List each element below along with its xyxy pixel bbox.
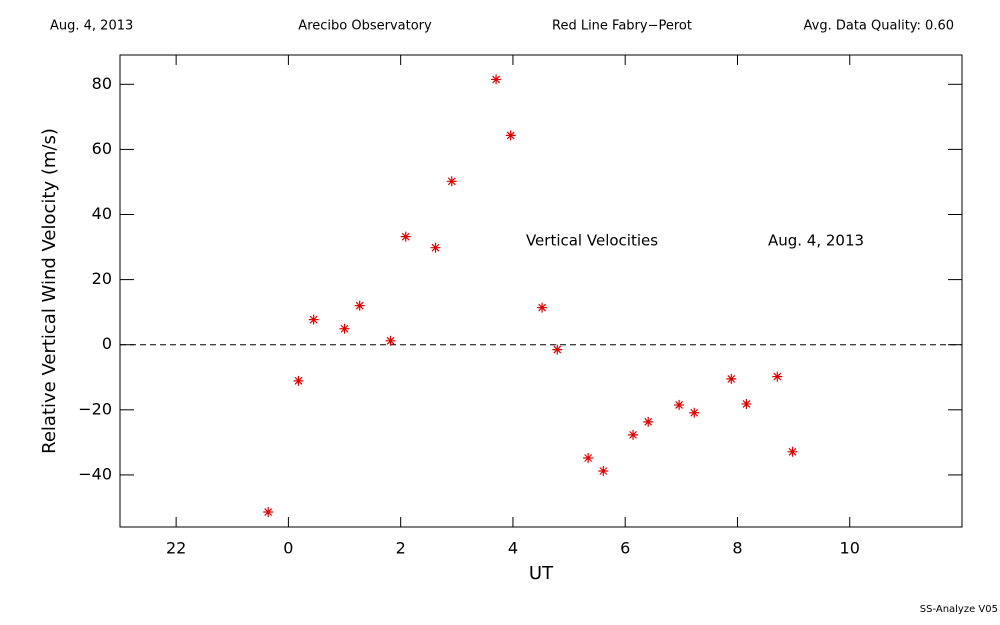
y-axis-label: Relative Vertical Wind Velocity (m/s) (39, 128, 60, 454)
annotation: Vertical Velocities (526, 232, 658, 250)
y-tick-label: 40 (92, 204, 112, 223)
point (385, 335, 396, 346)
x-tick-label: 4 (508, 539, 518, 558)
point (491, 74, 502, 85)
point (726, 373, 737, 384)
x-tick-label: 22 (166, 539, 186, 558)
point (598, 466, 609, 477)
y-tick-label: 80 (92, 74, 112, 93)
point (430, 242, 441, 253)
footer: SS-Analyze V05 (920, 604, 998, 615)
point (583, 452, 594, 463)
y-tick-label: 20 (92, 269, 112, 288)
point (505, 130, 516, 141)
point (772, 371, 783, 382)
point (263, 507, 274, 518)
x-tick-label: 8 (732, 539, 742, 558)
point (446, 176, 457, 187)
header-instrument: Red Line Fabry−Perot (552, 19, 692, 34)
point (537, 302, 548, 313)
point (552, 344, 563, 355)
plot-frame (119, 54, 963, 528)
annotation: Aug. 4, 2013 (768, 232, 864, 250)
point (293, 375, 304, 386)
point (643, 416, 654, 427)
point (741, 398, 752, 409)
point (674, 399, 685, 410)
point (354, 300, 365, 311)
x-tick-label: 0 (283, 539, 293, 558)
point (339, 323, 350, 334)
point (787, 446, 798, 457)
y-tick-label: 60 (92, 139, 112, 158)
y-tick-label: −20 (78, 399, 112, 418)
header-quality: Avg. Data Quality: 0.60 (804, 19, 954, 34)
point (400, 231, 411, 242)
x-tick-label: 10 (840, 539, 860, 558)
y-tick-label: 0 (102, 334, 112, 353)
header-date: Aug. 4, 2013 (50, 19, 133, 34)
point (628, 429, 639, 440)
x-tick-label: 6 (620, 539, 630, 558)
x-axis-label: UT (529, 563, 554, 584)
point (308, 314, 319, 325)
x-tick-label: 2 (396, 539, 406, 558)
header-site: Arecibo Observatory (298, 19, 432, 34)
point (689, 407, 700, 418)
y-tick-label: −40 (78, 464, 112, 483)
